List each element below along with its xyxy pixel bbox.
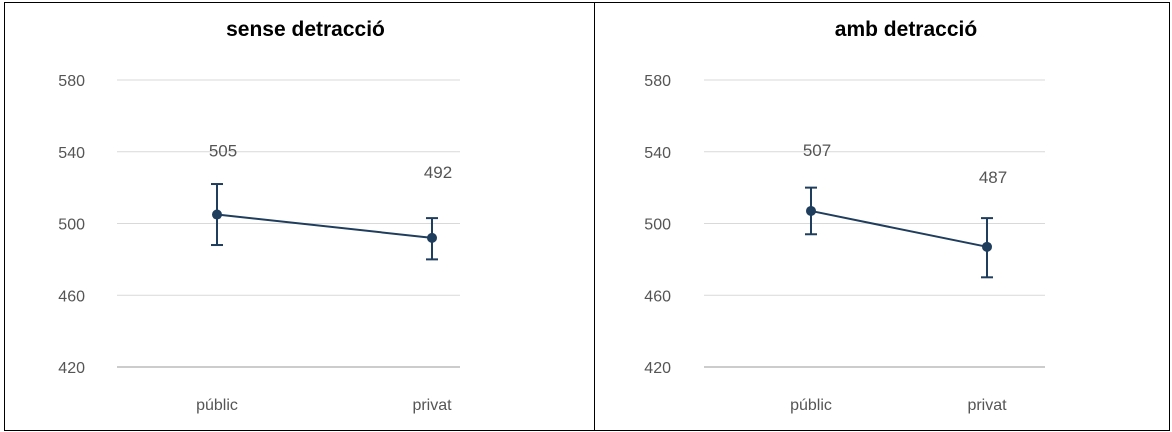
y-tick-label: 580	[58, 73, 85, 90]
panel-divider	[594, 2, 595, 431]
series-line	[810, 209, 988, 248]
x-category-label: privat	[967, 397, 1007, 414]
data-label: 505	[209, 142, 237, 161]
data-point	[806, 205, 816, 216]
data-label: 507	[803, 141, 831, 160]
y-tick-label: 500	[644, 217, 671, 234]
y-tick-label: 420	[644, 360, 671, 377]
chart-panel-right: amb detracció 580 540 500 460 420 públic priva…	[595, 2, 1169, 430]
chart-panel-left: sense detracció 580 540 500 460 420 públic pri…	[5, 2, 594, 430]
data-point	[982, 241, 992, 252]
chart-left-svg: 580 540 500 460 420 públic privat 505 492	[58, 73, 460, 414]
chart-title-right: amb detracció	[834, 18, 978, 41]
data-label: 487	[979, 168, 1007, 187]
y-tick-label: 460	[58, 288, 85, 305]
data-label: 492	[424, 163, 452, 182]
y-tick-label: 580	[644, 73, 671, 90]
x-category-label: públic	[790, 397, 832, 414]
y-tick-label: 420	[58, 360, 85, 377]
y-tick-label: 540	[644, 145, 671, 162]
x-category-label: públic	[196, 397, 238, 414]
series-line	[216, 213, 433, 239]
y-tick-label: 540	[58, 145, 85, 162]
y-tick-label: 500	[58, 217, 85, 234]
data-point	[212, 209, 222, 220]
table-frame	[4, 2, 1170, 431]
y-tick-label: 460	[644, 288, 671, 305]
chart-title-left: sense detracció	[226, 18, 385, 41]
chart-right-svg: 580 540 500 460 420 públic privat 507 487	[644, 73, 1045, 414]
data-point	[427, 232, 437, 243]
x-category-label: privat	[412, 397, 452, 414]
